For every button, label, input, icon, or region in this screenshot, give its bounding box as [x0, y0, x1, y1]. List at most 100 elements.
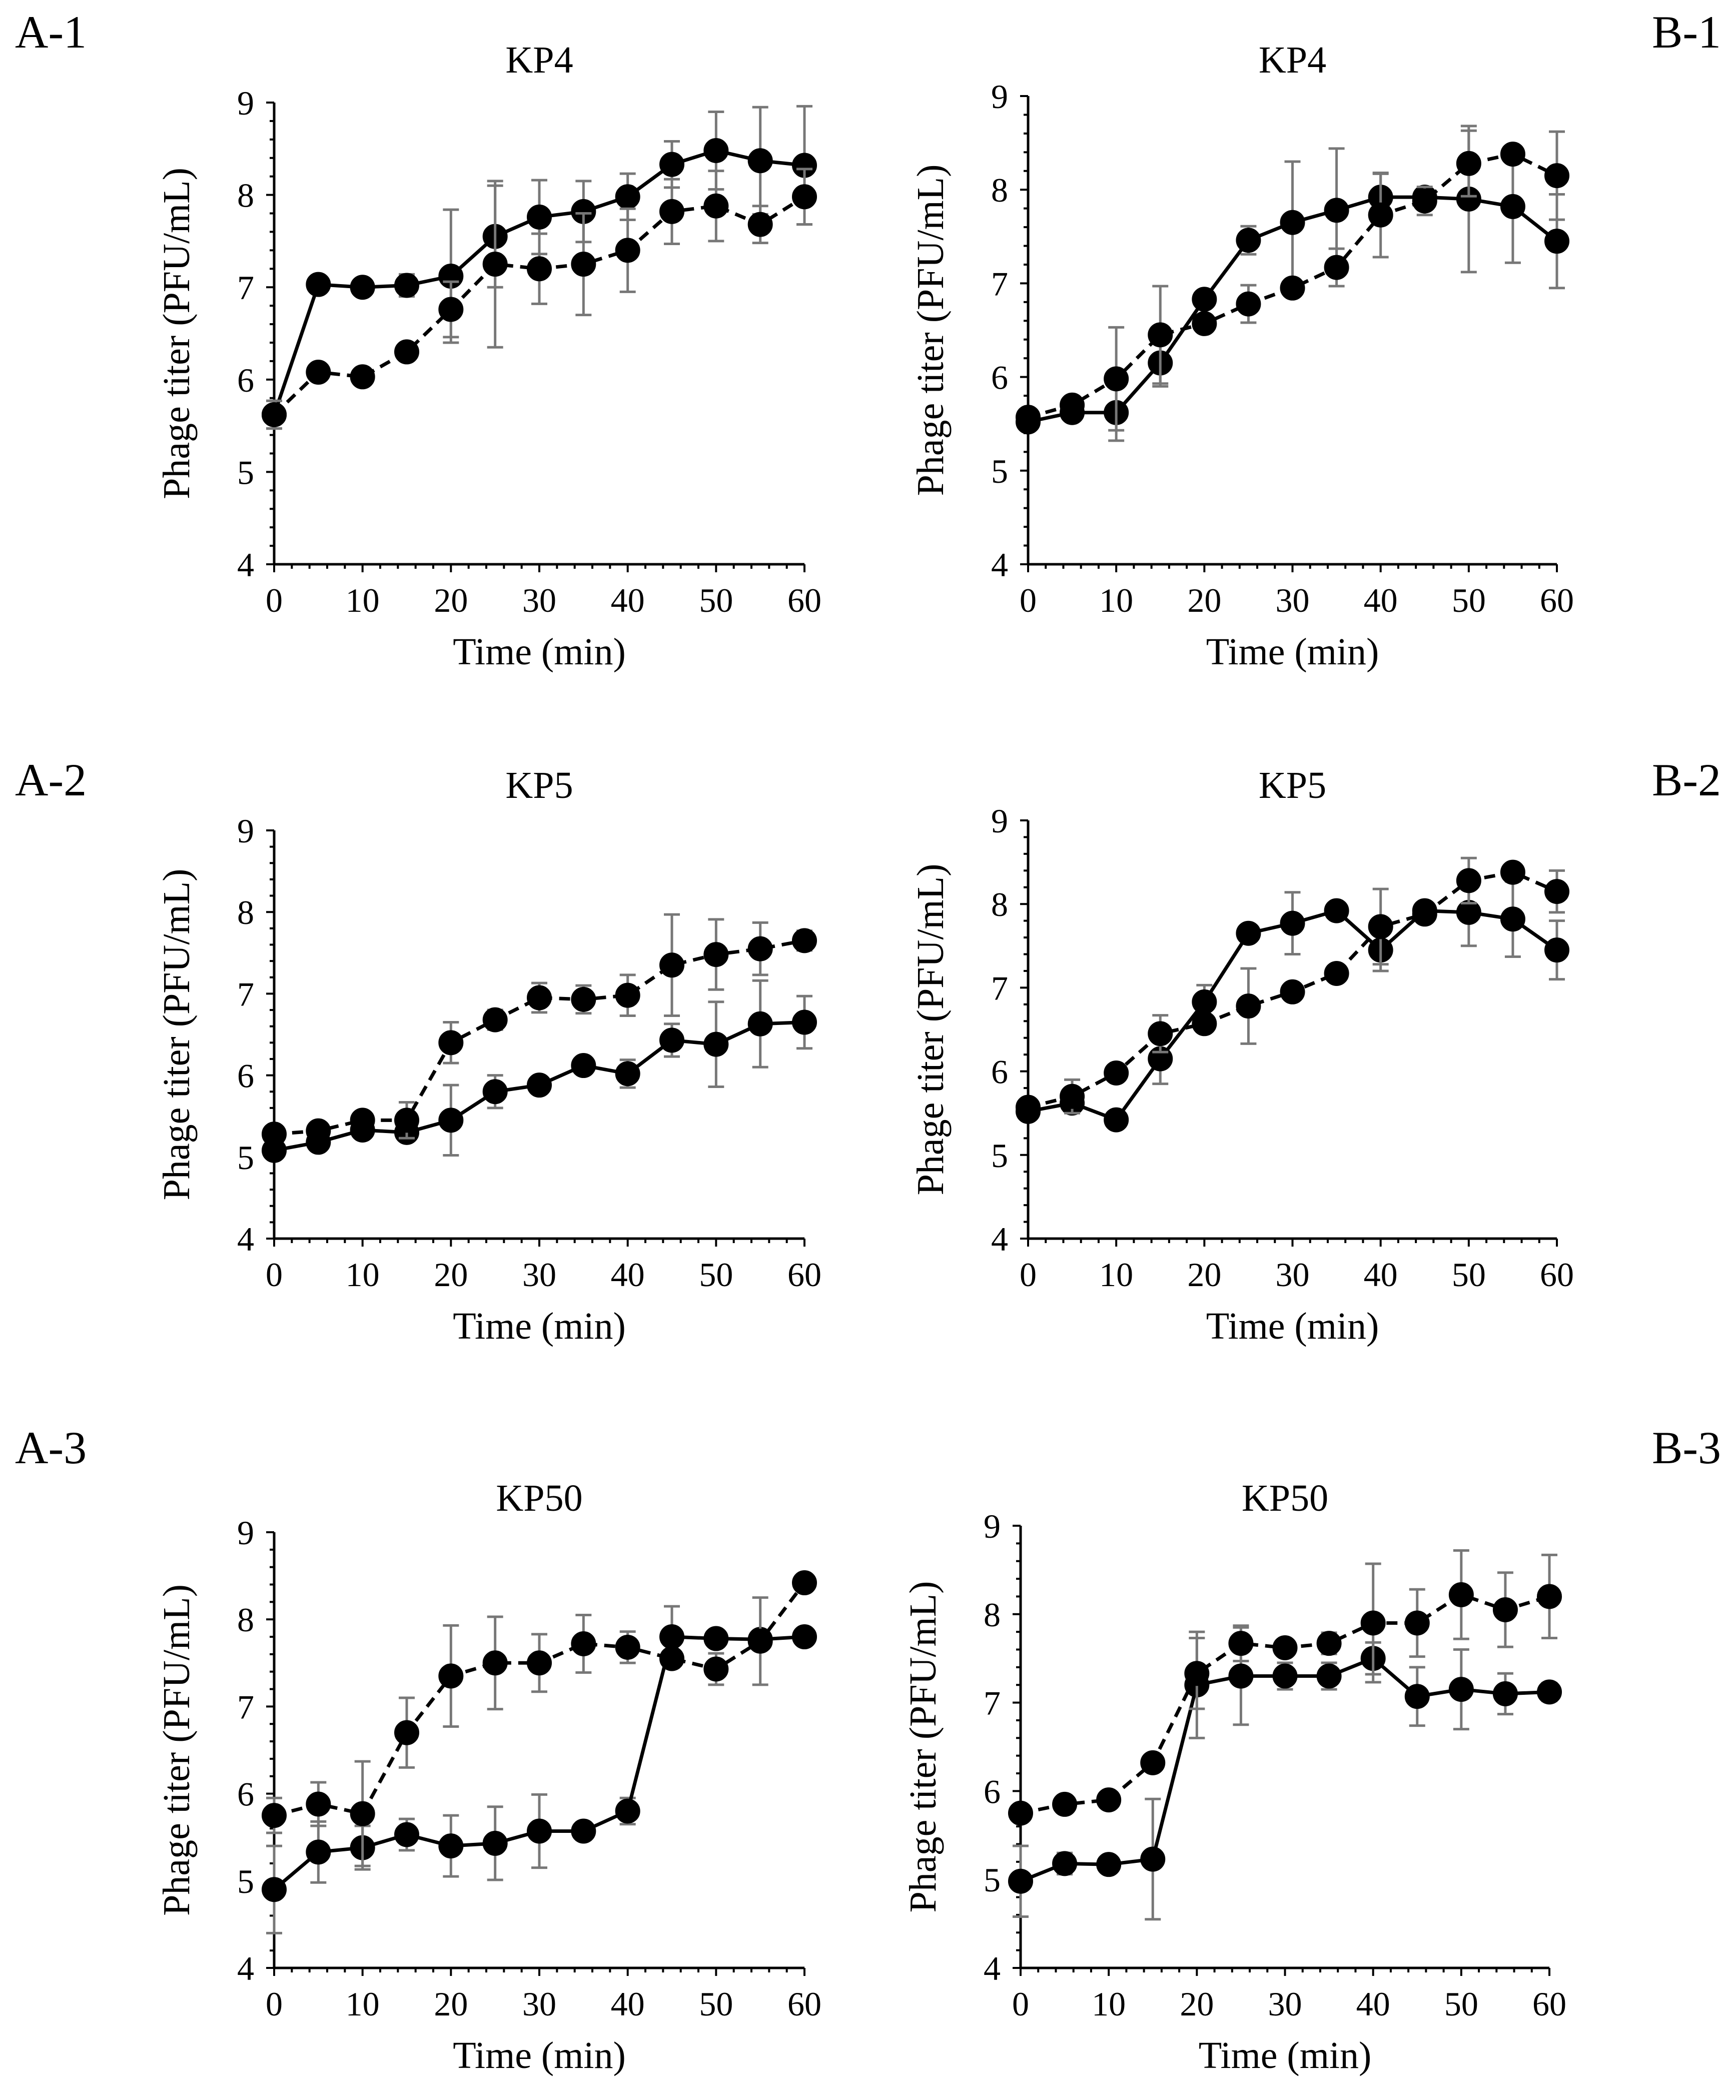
- chart-title: KP50: [1242, 1477, 1328, 1519]
- data-point: [747, 1011, 773, 1036]
- y-tick-label: 8: [237, 1601, 254, 1639]
- y-tick-label: 7: [991, 265, 1008, 303]
- y-tick-label: 6: [991, 359, 1008, 397]
- data-point: [1492, 1681, 1518, 1706]
- x-tick-label: 50: [699, 1985, 733, 2023]
- x-tick-label: 60: [1540, 581, 1574, 619]
- y-tick-label: 9: [237, 812, 254, 850]
- x-tick-label: 20: [434, 1256, 468, 1294]
- y-tick-label: 7: [984, 1684, 1001, 1722]
- data-point: [527, 985, 552, 1010]
- data-point: [1104, 366, 1129, 392]
- data-point: [1537, 1584, 1562, 1609]
- series-dashed: [262, 913, 817, 1147]
- data-point: [394, 1822, 419, 1847]
- data-point: [482, 252, 508, 277]
- data-point: [1016, 1095, 1041, 1120]
- series-dashed: [262, 168, 817, 430]
- x-tick-label: 30: [522, 581, 556, 619]
- data-point: [1324, 898, 1349, 923]
- data-point: [1280, 910, 1305, 936]
- x-axis-label: Time (min): [453, 1305, 626, 1347]
- y-axis-label: Phage titer (PFU/mL): [156, 869, 198, 1201]
- data-point: [1096, 1852, 1122, 1877]
- data-point: [747, 148, 773, 174]
- data-point: [1016, 405, 1041, 430]
- x-tick-label: 30: [522, 1985, 556, 2023]
- y-axis-label: Phage titer (PFU/mL): [156, 168, 198, 499]
- x-axis-label: Time (min): [1206, 631, 1379, 673]
- x-tick-label: 0: [1020, 1256, 1037, 1294]
- y-tick-label: 4: [991, 546, 1008, 584]
- data-point: [571, 986, 596, 1012]
- y-tick-label: 5: [237, 453, 254, 491]
- data-point: [482, 1079, 508, 1105]
- y-tick-label: 7: [237, 269, 254, 307]
- data-point: [1324, 255, 1349, 280]
- data-point: [438, 1108, 464, 1133]
- data-point: [1140, 1750, 1166, 1775]
- data-point: [1280, 210, 1305, 235]
- data-point: [394, 1108, 419, 1133]
- data-point: [1412, 901, 1437, 927]
- data-point: [1544, 937, 1569, 963]
- series-solid: [1016, 877, 1569, 1133]
- chart-panel-a-1: A-1 KP4 4 5 6 7 8 9 0 10 20 30 40 50 60 Time (min) Phage…: [15, 7, 821, 673]
- data-point: [527, 204, 552, 230]
- panel-label: B-2: [1652, 754, 1721, 805]
- x-axis-label: Time (min): [453, 2034, 626, 2076]
- data-point: [659, 1646, 684, 1671]
- y-tick-label: 6: [984, 1772, 1001, 1810]
- data-point: [1500, 142, 1525, 167]
- x-tick-label: 60: [787, 1985, 821, 2023]
- y-axis-label: Phage titer (PFU/mL): [910, 864, 952, 1196]
- panel-label: A-1: [15, 7, 87, 58]
- y-tick-label: 4: [991, 1220, 1008, 1258]
- y-tick-label: 4: [237, 1220, 254, 1258]
- data-point: [1316, 1631, 1342, 1656]
- y-tick-label: 6: [237, 1057, 254, 1095]
- x-tick-label: 30: [1276, 581, 1310, 619]
- data-point: [1500, 906, 1525, 932]
- y-axis-label: Phage titer (PFU/mL): [902, 1581, 944, 1913]
- x-tick-label: 40: [1356, 1985, 1390, 2023]
- x-tick-label: 40: [611, 581, 645, 619]
- x-axis-label: Time (min): [1199, 2034, 1372, 2076]
- data-point: [306, 1839, 331, 1865]
- data-point: [1060, 1084, 1085, 1109]
- data-point: [1448, 1582, 1474, 1607]
- series-dashed: [262, 1570, 817, 1867]
- data-point: [1272, 1635, 1298, 1660]
- data-point: [262, 1877, 287, 1902]
- data-point: [659, 1624, 684, 1650]
- x-tick-label: 10: [346, 581, 380, 619]
- x-axis-label: Time (min): [453, 631, 626, 673]
- data-point: [1008, 1868, 1033, 1894]
- x-tick-label: 20: [1180, 1985, 1214, 2023]
- panel-label: A-2: [15, 754, 87, 805]
- data-point: [659, 199, 684, 224]
- data-point: [615, 982, 640, 1008]
- data-point: [571, 1818, 596, 1844]
- data-point: [615, 238, 640, 263]
- data-point: [350, 275, 375, 300]
- data-point: [438, 297, 464, 322]
- data-point: [747, 1628, 773, 1654]
- data-point: [703, 1656, 729, 1682]
- data-point: [615, 1634, 640, 1660]
- x-tick-label: 20: [1187, 581, 1221, 619]
- data-point: [262, 1122, 287, 1147]
- data-point: [1236, 228, 1261, 253]
- data-point: [394, 1720, 419, 1745]
- x-tick-label: 10: [346, 1256, 380, 1294]
- data-point: [1544, 163, 1569, 189]
- data-point: [1192, 311, 1217, 336]
- data-point: [1544, 229, 1569, 254]
- data-point: [1104, 1060, 1129, 1086]
- data-point: [306, 272, 331, 297]
- data-point: [1148, 1021, 1173, 1046]
- data-point: [1096, 1787, 1122, 1813]
- data-point: [527, 1650, 552, 1676]
- data-point: [1148, 322, 1173, 348]
- y-tick-label: 5: [984, 1861, 1001, 1899]
